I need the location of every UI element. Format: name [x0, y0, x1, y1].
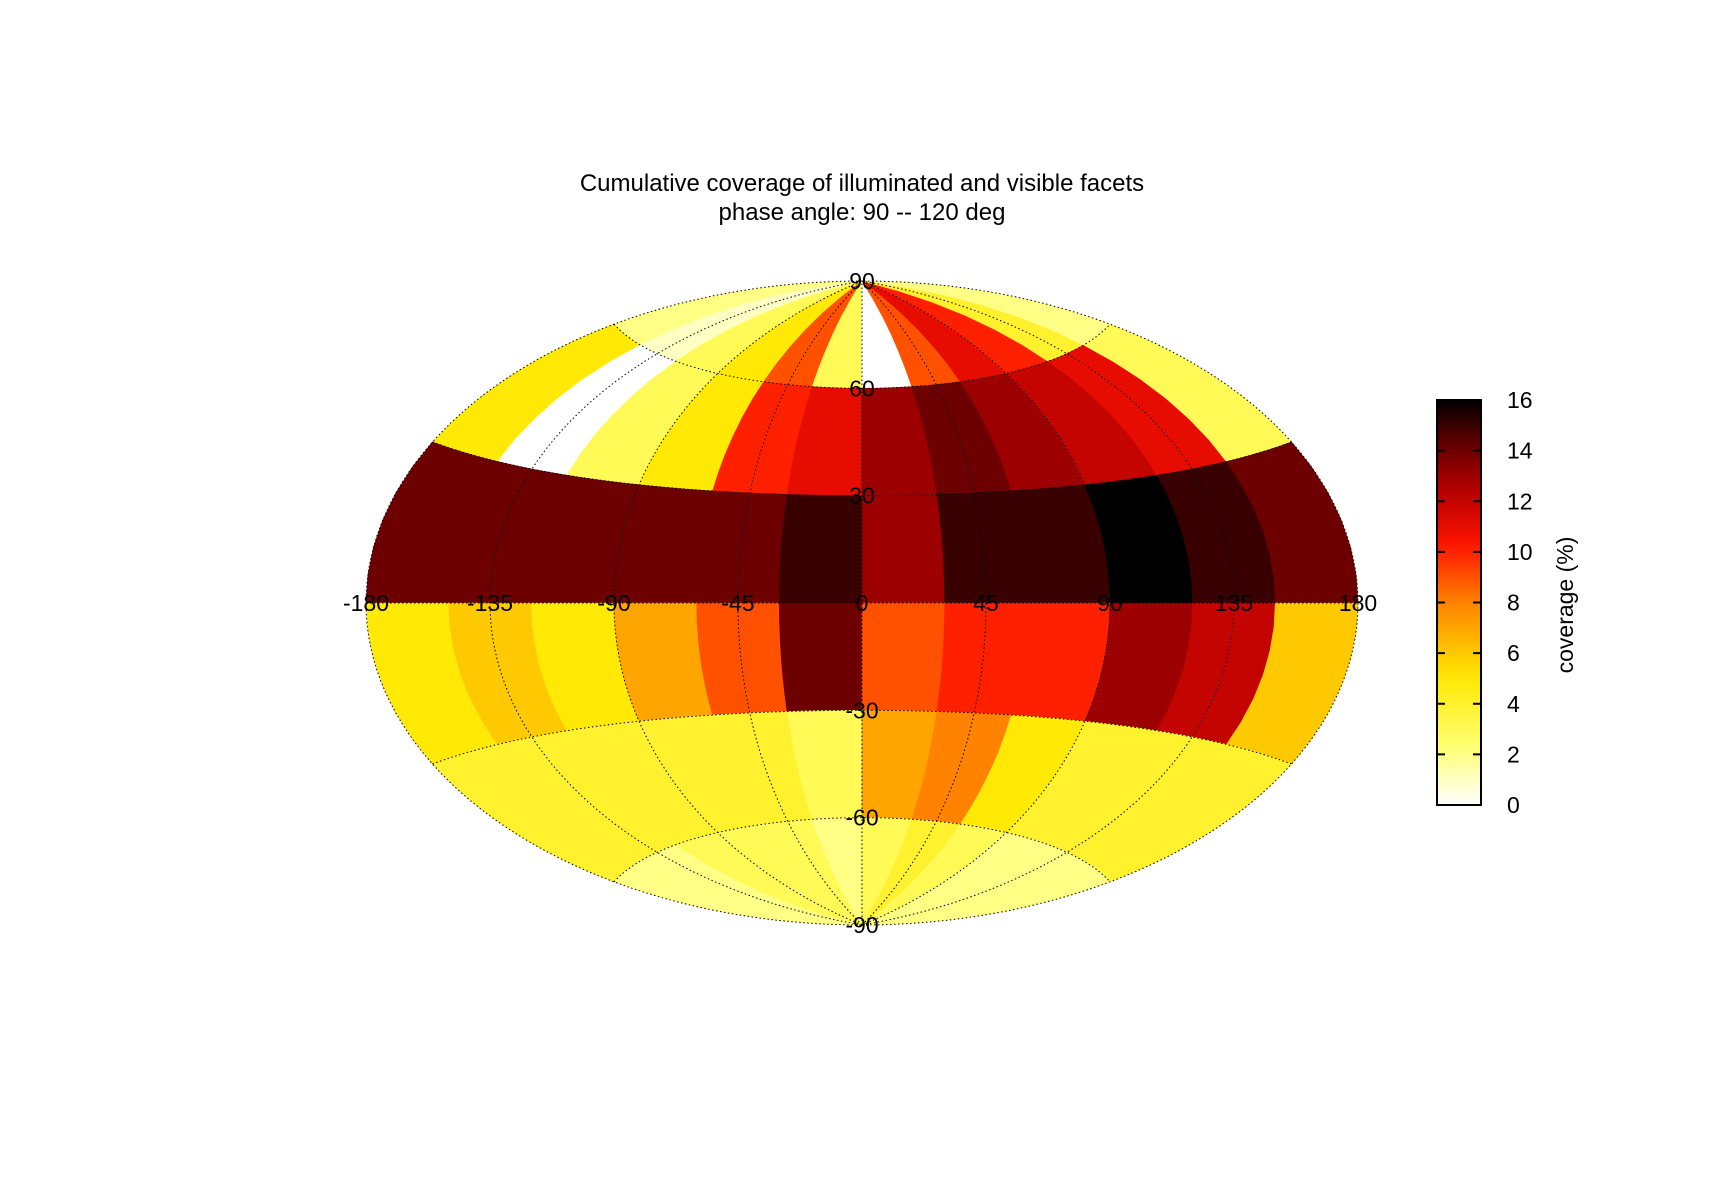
colorbar-tick-label: 4 — [1507, 691, 1520, 717]
colorbar-tick-label: 10 — [1507, 539, 1533, 565]
colorbar-tick-label: 0 — [1507, 792, 1520, 818]
projection-map: -180 -135 -90 -45 0 45 90 135 180 90 60 30 -30 -60 -90 — [343, 268, 1377, 938]
colorbar-tick-label: 12 — [1507, 488, 1533, 514]
y-tick-label: 60 — [849, 375, 875, 401]
heatmap-cell — [936, 490, 1028, 604]
colorbar-tick-label: 14 — [1507, 438, 1533, 464]
x-tick-label: 90 — [1097, 590, 1123, 616]
grid-parallel — [613, 323, 1111, 389]
y-tick-label: -30 — [845, 697, 878, 723]
heatmap-cell — [778, 494, 863, 604]
grid-meridian — [737, 280, 863, 926]
colorbar-tick-label: 6 — [1507, 640, 1520, 666]
x-tick-label: 135 — [1215, 590, 1253, 616]
chart-title: Cumulative coverage of illuminated and v… — [580, 170, 1144, 197]
y-tick-label: -60 — [845, 805, 878, 831]
x-tick-label: 45 — [973, 590, 999, 616]
heatmap-cell — [778, 602, 863, 712]
heatmap-cell — [696, 490, 788, 604]
colorbar-label: coverage (%) — [1552, 537, 1578, 674]
x-tick-label: 0 — [856, 590, 869, 616]
x-tick-label: -90 — [597, 590, 630, 616]
heatmap-cell — [861, 602, 946, 712]
x-tick-label: 180 — [1339, 590, 1377, 616]
grid-meridian — [861, 280, 1111, 926]
heatmap-cell — [861, 494, 946, 604]
y-tick-label: -90 — [845, 912, 878, 938]
chart-subtitle: phase angle: 90 -- 120 deg — [719, 199, 1006, 226]
y-tick-label: 30 — [849, 483, 875, 509]
x-tick-label: -180 — [343, 590, 389, 616]
y-tick-label: 90 — [849, 268, 875, 294]
grid-parallel — [613, 817, 1111, 883]
x-tick-label: -135 — [467, 590, 513, 616]
heatmap-cell — [696, 602, 788, 716]
colorbar-tick-label: 8 — [1507, 590, 1520, 616]
heatmap-cell — [936, 602, 1028, 716]
colorbar-tick-label: 2 — [1507, 741, 1520, 767]
colorbar-tick-label: 16 — [1507, 387, 1533, 413]
colorbar: coverage (%) 0 2 4 6 8 10 12 14 16 — [1436, 387, 1578, 818]
x-tick-label: -45 — [721, 590, 754, 616]
